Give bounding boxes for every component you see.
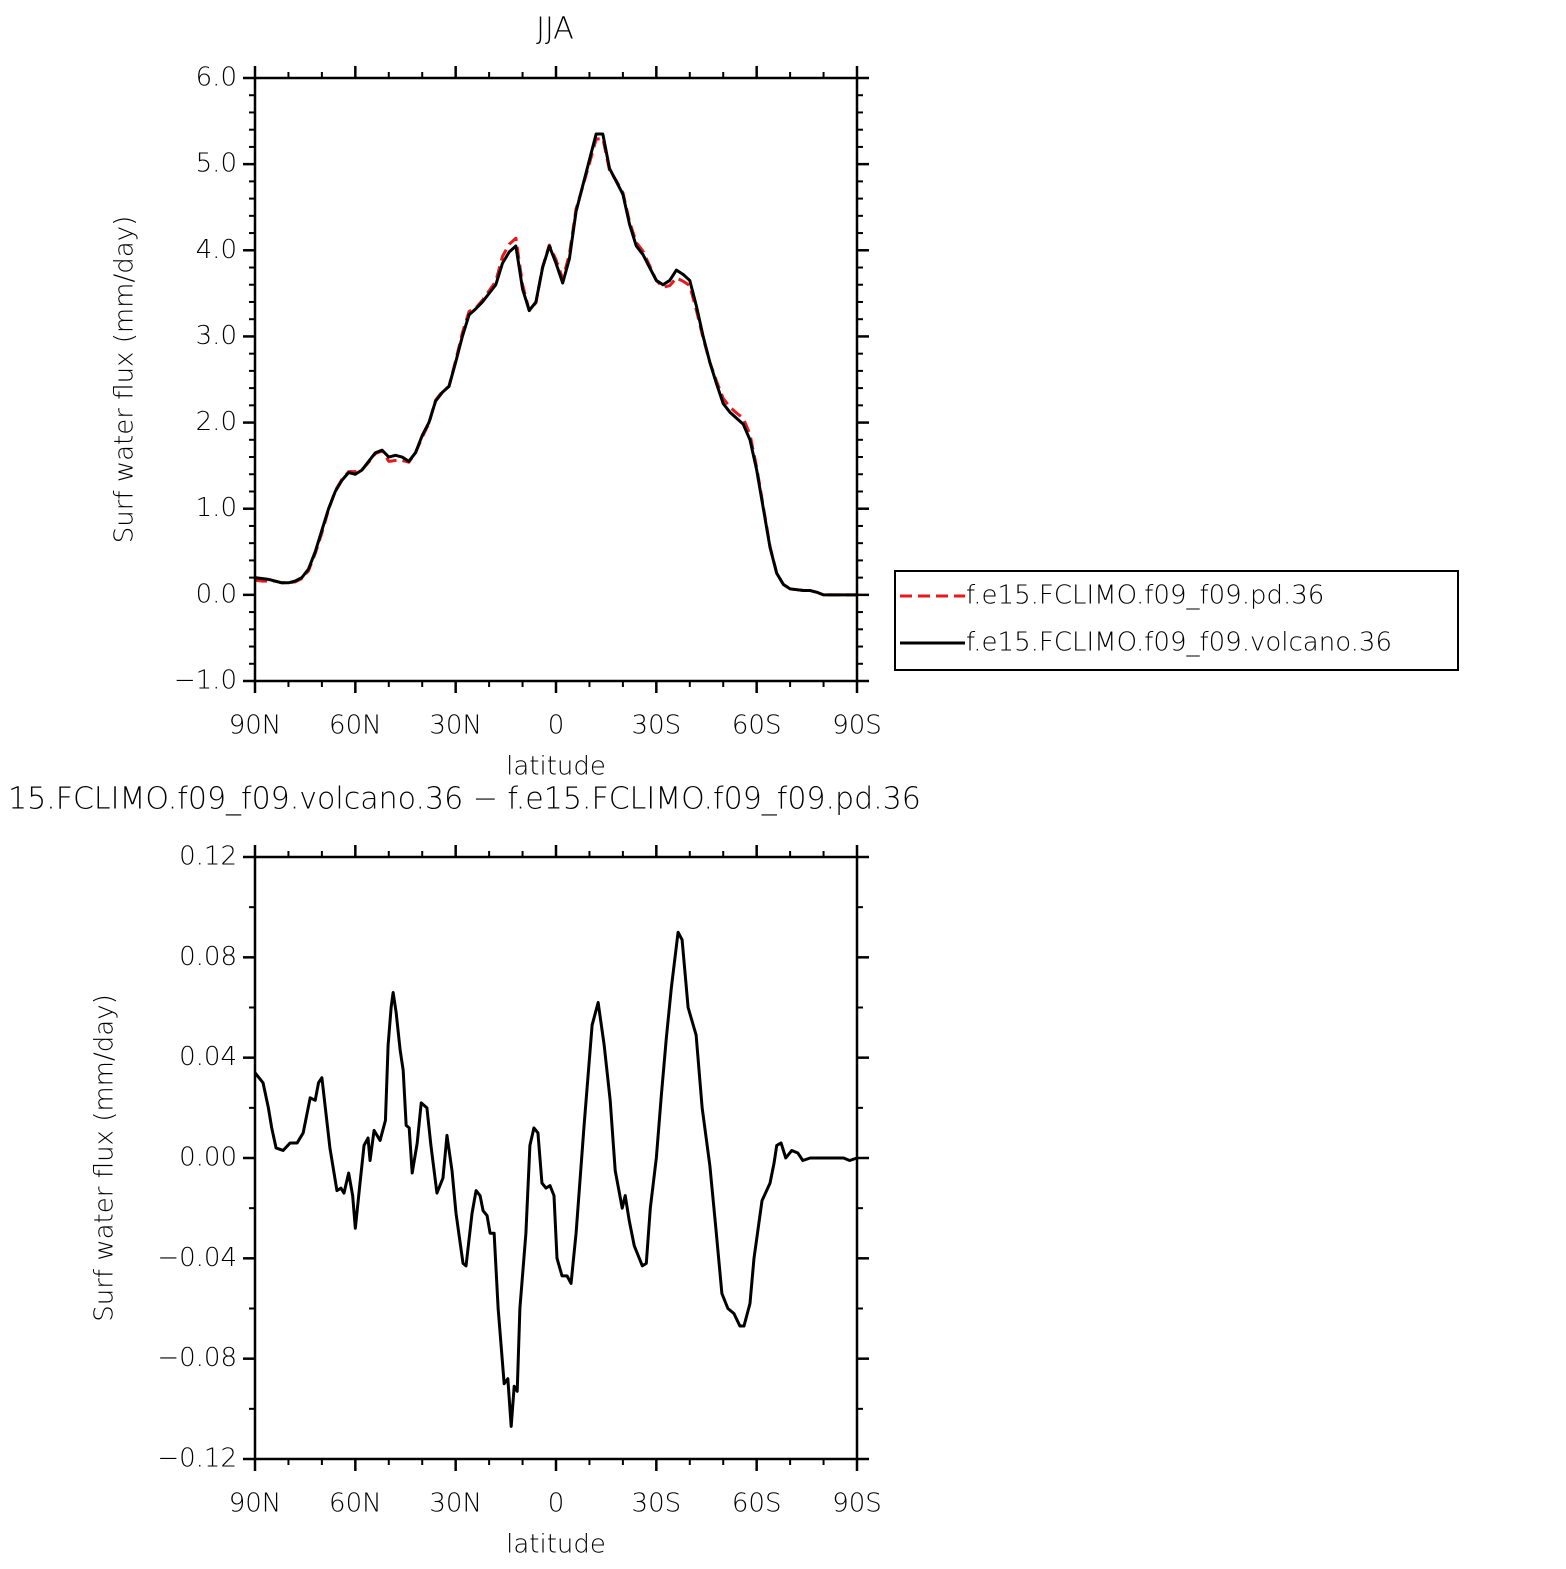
x-tick-label: 90N [229,711,282,741]
legend-label: f.e15.FCLIMO.f09_f09.pd.36 [966,581,1324,611]
data-line [254,132,857,597]
plot-frame [253,855,859,1461]
y-tick-label: −0.12 [157,1444,237,1474]
x-tick-label: 30S [632,711,682,741]
x-tick-label: 90S [832,1489,882,1519]
x-tick-label: 60N [329,1489,382,1519]
y-tick-label: 0.00 [179,1143,237,1173]
x-tick-label: 60S [732,1489,782,1519]
x-tick-label: 30N [429,1489,482,1519]
y-tick-label: 3.0 [196,321,237,351]
legend-box [894,570,1459,671]
x-tick-label: 30S [632,1489,682,1519]
x-tick-label: 90S [832,711,882,741]
x-tick-label: 60S [732,711,782,741]
y-tick-label: 6.0 [196,63,237,93]
x-tick-label: 0 [548,711,565,741]
y-tick-label: −1.0 [174,666,237,696]
data-line [253,930,858,1428]
chart-title: 15.FCLIMO.f09_f09.volcano.36 − f.e15.FCL… [8,782,921,817]
x-tick-label: 30N [429,711,482,741]
y-axis-label: Surf water flux (mm/day) [110,216,140,543]
y-axis-label: Surf water flux (mm/day) [90,994,120,1321]
y-tick-label: 2.0 [196,407,237,437]
y-tick-label: 5.0 [196,149,237,179]
x-tick-label: 90N [229,1489,282,1519]
y-tick-label: 4.0 [196,235,237,265]
y-tick-label: 0.0 [196,579,237,609]
y-tick-label: 0.12 [179,842,237,872]
y-tick-label: 1.0 [196,493,237,523]
y-tick-label: 0.08 [179,942,237,972]
x-tick-label: 0 [548,1489,565,1519]
y-tick-label: 0.04 [179,1042,237,1072]
y-tick-label: −0.08 [157,1343,237,1373]
plot-frame [253,76,859,683]
x-axis-label: latitude [506,752,606,782]
legend-label: f.e15.FCLIMO.f09_f09.volcano.36 [966,628,1392,658]
chart-title: JJA [536,12,574,47]
x-axis-label: latitude [506,1530,606,1560]
x-tick-label: 60N [329,711,382,741]
y-tick-label: −0.04 [157,1243,237,1273]
